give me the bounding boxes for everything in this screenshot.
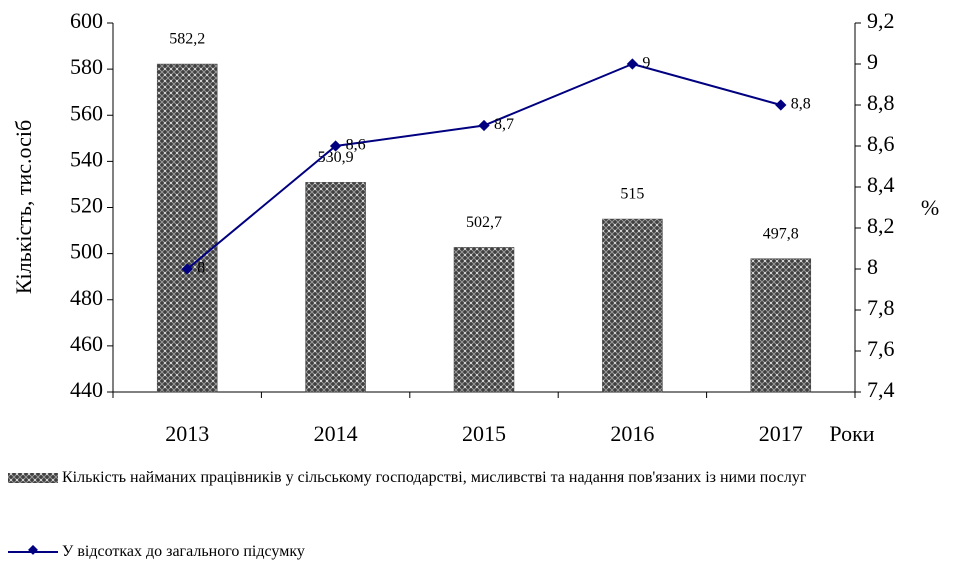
y2-tick-label: 8,8 [867,90,895,115]
y-tick-label: 600 [70,8,103,33]
y2-tick-label: 8 [867,254,878,279]
line-marker [478,119,490,132]
y2-tick-label: 9,2 [867,8,895,33]
x-tick-label: 2015 [462,421,506,446]
bar [156,63,218,393]
line-value-label: 8,7 [494,116,514,133]
legend-item [8,466,60,490]
y-tick-label: 500 [70,239,103,264]
line-value-label: 9 [642,55,650,72]
y2-tick-label: 8,4 [867,172,895,197]
y2-tick-label: 8,2 [867,213,895,238]
y-tick-label: 460 [70,331,103,356]
y-tick-label: 580 [70,54,103,79]
y2-axis-label: % [921,195,939,220]
legend-swatch [8,473,58,484]
line-marker [181,263,193,275]
bar-value-label: 497,8 [763,225,799,242]
y2-tick-label: 8,6 [867,131,895,156]
x-tick-label: 2013 [165,421,209,446]
bar-value-label: 502,7 [466,214,502,231]
legend-swatch [8,545,58,556]
bar [750,258,812,393]
legend-item [8,540,60,564]
y-tick-label: 480 [70,285,103,310]
x-tick-label: 2014 [314,421,358,446]
bar [453,247,515,393]
y-tick-label: 540 [70,146,103,171]
line-marker [775,99,787,111]
y2-tick-label: 7,6 [867,336,895,361]
y-tick-label: 560 [70,100,103,125]
y2-tick-label: 9 [867,49,878,74]
line [186,62,782,270]
y2-tick-label: 7,8 [867,295,895,320]
line-value-label: 8,8 [791,96,811,113]
y-axis-label: Кількість, тис.осіб [11,120,36,294]
bar [602,218,663,393]
bar-value-label: 515 [620,186,644,203]
line-value-label: 8,6 [346,137,366,154]
legend-label: У відсотках до загального підсумку [62,543,305,560]
line-marker [626,58,639,70]
x-tick-label: 2016 [610,421,654,446]
line-value-label: 8 [197,260,205,277]
bar [305,182,366,393]
y2-tick-label: 7,4 [867,377,895,402]
legend-label: Кількість найманих працівників у сільськ… [62,469,807,486]
y-tick-label: 520 [70,193,103,218]
x-axis-label: Роки [829,421,874,446]
line-marker [329,140,342,152]
x-tick-label: 2017 [759,421,803,446]
y-tick-label: 440 [70,377,103,402]
bar-value-label: 582,2 [169,31,205,48]
